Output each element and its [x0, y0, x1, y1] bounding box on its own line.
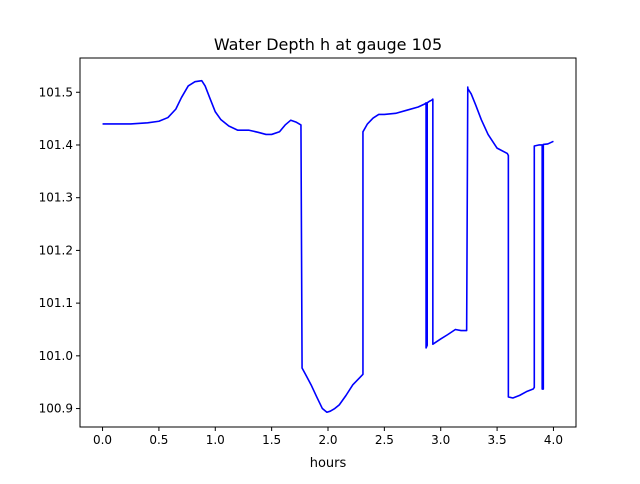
y-tick-label: 101.1 — [39, 296, 73, 310]
x-tick-label: 0.0 — [93, 433, 112, 447]
x-tick-label: 3.0 — [431, 433, 450, 447]
y-tick-label: 101.2 — [39, 243, 73, 257]
plot-area — [102, 79, 554, 414]
y-tick-label: 101.0 — [39, 349, 73, 363]
y-tick-label: 101.4 — [39, 138, 73, 152]
x-tick-label: 2.5 — [375, 433, 394, 447]
x-tick-label: 0.5 — [149, 433, 168, 447]
x-tick-label: 4.0 — [544, 433, 563, 447]
series-line-0 — [102, 79, 554, 414]
x-tick-label: 1.0 — [206, 433, 225, 447]
x-tick-label: 1.5 — [262, 433, 281, 447]
x-axis-label: hours — [310, 456, 347, 471]
y-tick-label: 101.3 — [39, 191, 73, 205]
chart-title: Water Depth h at gauge 105 — [214, 35, 442, 54]
axes: 0.0 0.5 1.0 1.5 2.0 2.5 3.0 3.5 4.0 100.9 101.0 101… — [39, 57, 577, 447]
x-tick-label: 3.5 — [488, 433, 507, 447]
x-tick-label: 2.0 — [318, 433, 337, 447]
y-tick-label: 101.5 — [39, 85, 73, 99]
y-tick-label: 100.9 — [39, 402, 73, 416]
